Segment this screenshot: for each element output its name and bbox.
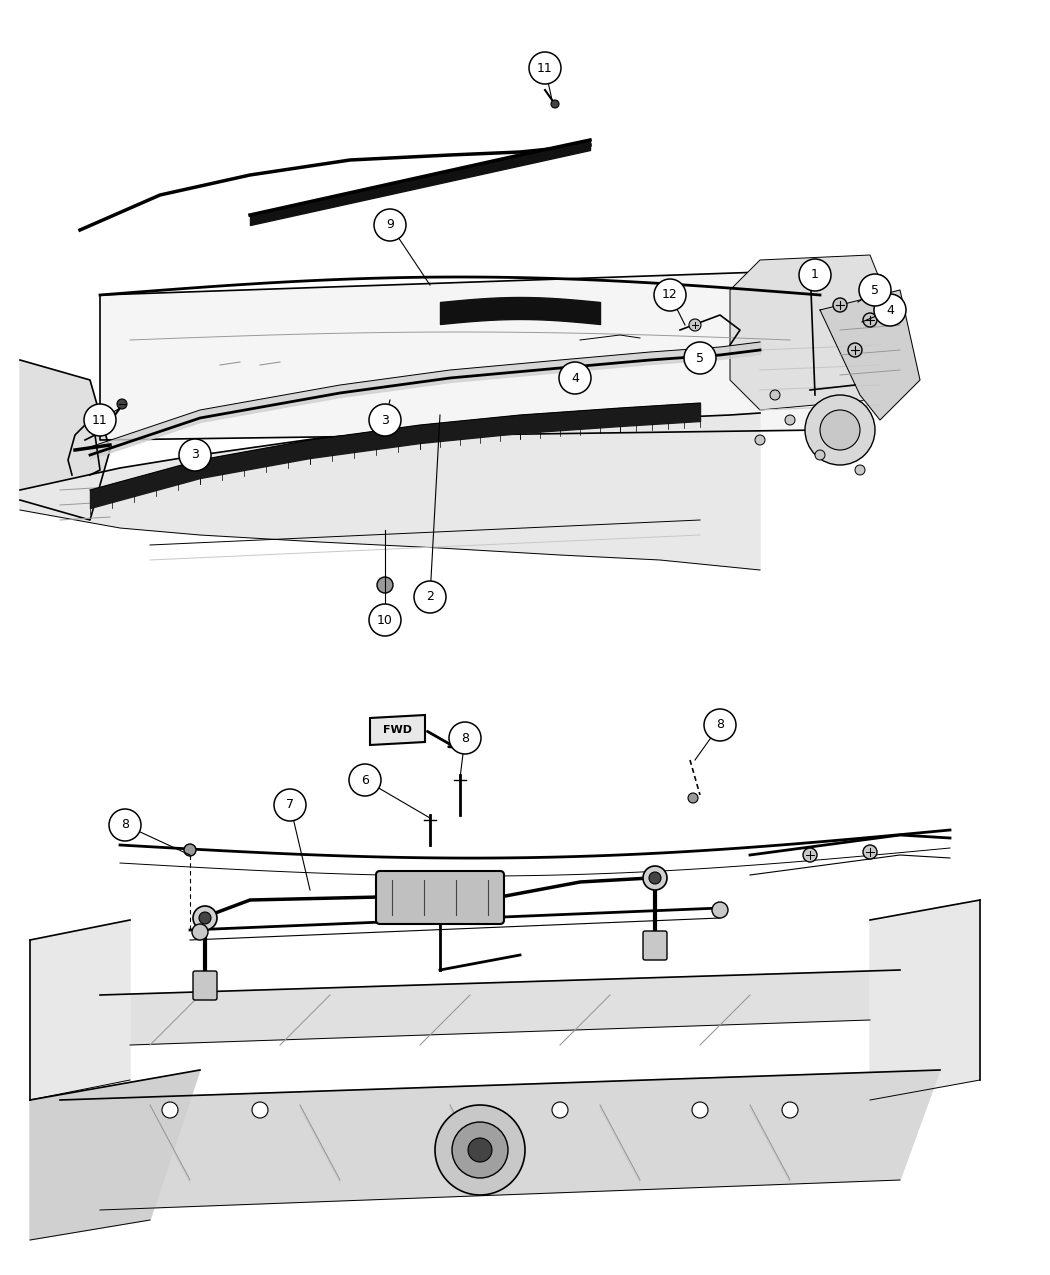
Polygon shape xyxy=(20,360,110,520)
Text: 10: 10 xyxy=(377,613,393,626)
Circle shape xyxy=(117,399,127,409)
Circle shape xyxy=(859,274,891,306)
Text: 6: 6 xyxy=(361,774,369,787)
Circle shape xyxy=(193,907,217,929)
Polygon shape xyxy=(100,970,900,1046)
FancyBboxPatch shape xyxy=(193,972,217,1000)
Polygon shape xyxy=(0,660,1050,1275)
Circle shape xyxy=(84,404,116,436)
Circle shape xyxy=(712,901,728,918)
Circle shape xyxy=(815,450,825,460)
Text: 12: 12 xyxy=(663,288,678,301)
Text: 7: 7 xyxy=(286,798,294,811)
Circle shape xyxy=(369,404,401,436)
Circle shape xyxy=(877,293,887,303)
Polygon shape xyxy=(60,1070,940,1210)
Circle shape xyxy=(649,872,662,884)
Text: 5: 5 xyxy=(696,352,704,365)
Circle shape xyxy=(377,578,393,593)
Circle shape xyxy=(643,866,667,890)
Circle shape xyxy=(184,844,196,856)
Circle shape xyxy=(863,312,877,326)
Circle shape xyxy=(200,912,211,924)
Polygon shape xyxy=(30,921,130,1100)
Circle shape xyxy=(770,390,780,400)
Text: 11: 11 xyxy=(538,61,553,74)
Circle shape xyxy=(688,793,698,803)
Circle shape xyxy=(192,924,208,940)
Circle shape xyxy=(684,342,716,374)
Circle shape xyxy=(755,435,765,445)
Circle shape xyxy=(874,295,906,326)
Circle shape xyxy=(559,362,591,394)
Circle shape xyxy=(785,414,795,425)
Polygon shape xyxy=(870,900,980,1100)
Circle shape xyxy=(449,722,481,754)
Circle shape xyxy=(452,1122,508,1178)
FancyBboxPatch shape xyxy=(643,931,667,960)
Circle shape xyxy=(529,52,561,84)
Text: 3: 3 xyxy=(381,413,388,427)
Circle shape xyxy=(805,395,875,465)
Circle shape xyxy=(689,319,701,332)
Polygon shape xyxy=(30,1070,200,1241)
Circle shape xyxy=(435,1105,525,1195)
Circle shape xyxy=(551,99,559,108)
Circle shape xyxy=(369,604,401,636)
FancyBboxPatch shape xyxy=(376,871,504,924)
Circle shape xyxy=(349,764,381,796)
Text: 11: 11 xyxy=(92,413,108,427)
Circle shape xyxy=(414,581,446,613)
Text: 5: 5 xyxy=(872,283,879,297)
Polygon shape xyxy=(820,289,920,419)
Text: 2: 2 xyxy=(426,590,434,603)
Polygon shape xyxy=(100,270,820,440)
Circle shape xyxy=(782,1102,798,1118)
Circle shape xyxy=(692,1102,708,1118)
Polygon shape xyxy=(20,413,760,570)
Circle shape xyxy=(875,275,885,286)
Circle shape xyxy=(704,709,736,741)
Text: 8: 8 xyxy=(121,819,129,831)
Circle shape xyxy=(374,209,406,241)
Text: FWD: FWD xyxy=(383,725,413,734)
Circle shape xyxy=(855,465,865,476)
Text: 9: 9 xyxy=(386,218,394,232)
Circle shape xyxy=(252,1102,268,1118)
Text: 8: 8 xyxy=(461,732,469,745)
Text: 3: 3 xyxy=(191,449,198,462)
Circle shape xyxy=(848,343,862,357)
Polygon shape xyxy=(730,255,900,411)
Text: 4: 4 xyxy=(886,303,894,316)
Circle shape xyxy=(274,789,306,821)
Circle shape xyxy=(178,439,211,470)
Circle shape xyxy=(654,279,686,311)
Circle shape xyxy=(468,1139,492,1162)
Circle shape xyxy=(833,298,847,312)
Text: 4: 4 xyxy=(571,371,579,385)
Circle shape xyxy=(109,810,141,842)
Polygon shape xyxy=(370,715,425,745)
Circle shape xyxy=(552,1102,568,1118)
Circle shape xyxy=(799,259,831,291)
Text: 1: 1 xyxy=(811,269,819,282)
Circle shape xyxy=(863,845,877,859)
Circle shape xyxy=(803,848,817,862)
Circle shape xyxy=(162,1102,178,1118)
Text: 8: 8 xyxy=(716,719,724,732)
Circle shape xyxy=(820,411,860,450)
